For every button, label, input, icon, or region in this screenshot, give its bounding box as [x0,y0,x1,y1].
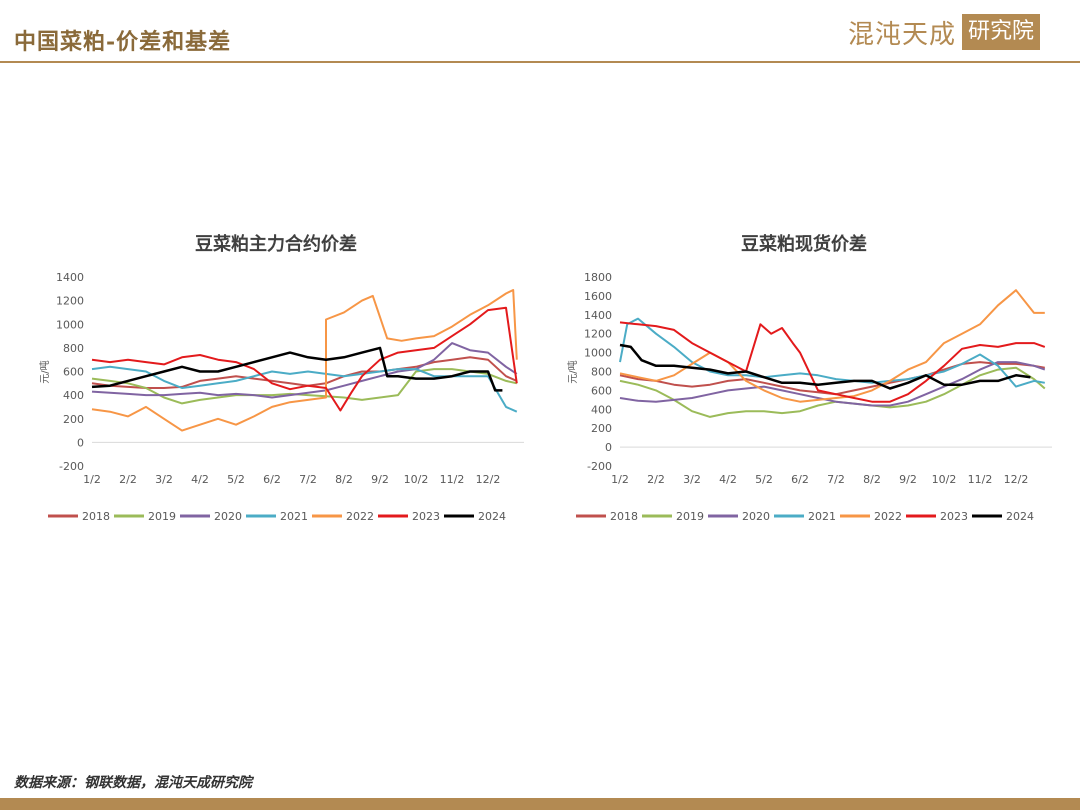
y-tick-label: 600 [591,384,612,397]
logo-text: 混沌天成 [848,19,957,50]
legend: 2018 2019 2020 2021 2022 2023 2024 [576,510,1034,523]
footer-bar [0,798,1080,810]
y-tick-label: 0 [605,441,612,454]
x-tick-label: 10/2 [932,473,957,486]
x-tick-label: 4/2 [191,473,209,486]
x-tick-label: 11/2 [968,473,993,486]
series-line-2024 [91,346,503,392]
logo-box: 研究院 [962,14,1041,50]
y-tick-label: 1200 [56,295,84,308]
series-line-2019 [619,366,1046,418]
y-tick-label: 1600 [584,290,612,303]
y-tick-label: 400 [591,403,612,416]
legend-label: 2018 [610,510,638,523]
legend-label: 2019 [676,510,704,523]
x-tick-label: 5/2 [227,473,245,486]
chart-title: 豆菜粕主力合约价差 [195,233,357,255]
x-tick-label: 10/2 [404,473,429,486]
legend-label: 2018 [82,510,110,523]
y-axis: -200 0 200 400 600 800 1000 1200 1400 1/2 2/2 3/2 4/… [56,271,524,486]
x-tick-label: 8/2 [863,473,881,486]
series-line-2022 [619,289,1045,403]
x-tick-label: 8/2 [335,473,353,486]
legend-label: 2020 [742,510,770,523]
x-tick-label: 12/2 [476,473,501,486]
legend-label: 2022 [346,510,374,523]
x-tick-label: 1/2 [611,473,629,486]
y-tick-label: 200 [591,422,612,435]
legend: 2018 2019 2020 2021 2022 2023 2024 [48,510,506,523]
y-tick-label: 1200 [584,328,612,341]
y-tick-label: 1400 [584,309,612,322]
header-rule [0,61,1080,63]
x-tick-label: 9/2 [899,473,917,486]
y-tick-label: 1000 [56,318,84,331]
header: 中国菜粕-价差和基差 混沌天成 研究院 [0,0,1080,63]
legend-label: 2021 [808,510,836,523]
y-tick-label: 600 [63,366,84,379]
x-tick-label: 2/2 [119,473,137,486]
y-tick-label: 1000 [584,347,612,360]
x-tick-label: 11/2 [440,473,465,486]
y-tick-label: 1800 [584,271,612,284]
x-tick-label: 6/2 [263,473,281,486]
x-tick-label: 12/2 [1004,473,1029,486]
legend-label: 2024 [478,510,506,523]
x-tick-label: 7/2 [827,473,845,486]
series-line-2023 [91,306,518,412]
y-tick-label: 200 [63,413,84,426]
series-line-2021 [619,317,1045,388]
y-tick-label: 800 [63,342,84,355]
series-line-2024 [619,343,1031,390]
spread-spot-chart: 豆菜粕现货价差 -200 0 200 400 600 800 1000 1200 1400 160… [566,233,1052,523]
y-axis-unit: 元/吨 [38,360,51,383]
plot-area [91,289,518,432]
x-tick-label: 1/2 [83,473,101,486]
legend-label: 2021 [280,510,308,523]
y-tick-label: 0 [77,436,84,449]
y-tick-label: 800 [591,366,612,379]
legend-label: 2023 [412,510,440,523]
brand-logo: 混沌天成 研究院 [848,14,1041,50]
x-tick-label: 3/2 [155,473,173,486]
y-axis: -200 0 200 400 600 800 1000 1200 1400 1600 1800 1/2… [584,271,1052,486]
y-tick-label: 1400 [56,271,84,284]
chart-title: 豆菜粕现货价差 [741,233,867,255]
legend-label: 2022 [874,510,902,523]
plot-area [619,289,1046,418]
series-line-2020 [91,342,518,399]
y-tick-label: -200 [59,460,84,473]
legend-label: 2023 [940,510,968,523]
page-title: 中国菜粕-价差和基差 [14,29,232,55]
y-axis-unit: 元/吨 [566,360,579,383]
series-line-2019 [91,368,518,405]
x-tick-label: 5/2 [755,473,773,486]
series-line-2020 [619,361,1046,407]
spread-futures-chart: 豆菜粕主力合约价差 -200 0 200 400 600 800 1000 1200 1400 1… [38,233,524,523]
source-note: 数据来源：钢联数据，混沌天成研究院 [14,775,252,791]
y-tick-label: -200 [587,460,612,473]
legend-label: 2020 [214,510,242,523]
legend-label: 2024 [1006,510,1034,523]
x-tick-label: 2/2 [647,473,665,486]
y-tick-label: 400 [63,389,84,402]
x-tick-label: 7/2 [299,473,317,486]
x-tick-label: 4/2 [719,473,737,486]
x-tick-label: 3/2 [683,473,701,486]
x-tick-label: 6/2 [791,473,809,486]
x-tick-label: 9/2 [371,473,389,486]
series-line-2023 [619,321,1046,403]
legend-label: 2019 [148,510,176,523]
